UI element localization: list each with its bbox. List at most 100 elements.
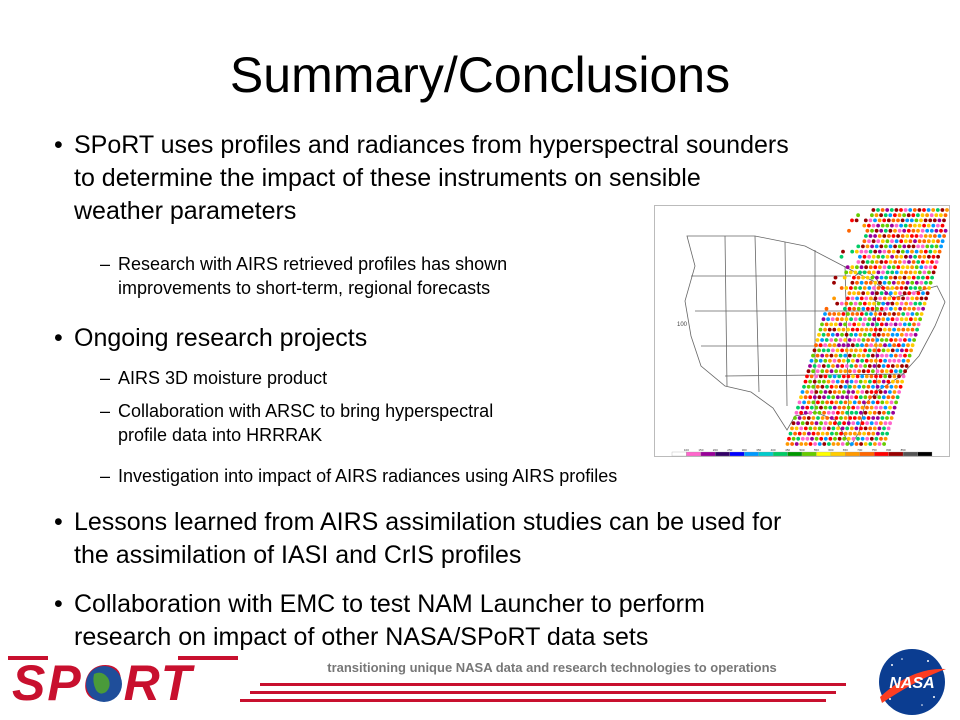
airs-retrieval-dot (927, 254, 931, 259)
airs-retrieval-dot (817, 379, 822, 384)
airs-retrieval-dot (887, 343, 892, 348)
airs-retrieval-dot (912, 338, 916, 342)
airs-retrieval-dot (862, 239, 867, 244)
airs-retrieval-dot (897, 244, 902, 249)
airs-retrieval-dot (820, 353, 825, 358)
airs-retrieval-dot (874, 421, 879, 426)
airs-retrieval-dot (858, 364, 863, 368)
airs-retrieval-dot (880, 353, 884, 358)
airs-retrieval-dot (848, 369, 852, 374)
airs-retrieval-dot (794, 410, 799, 415)
airs-retrieval-dot (928, 265, 933, 270)
airs-retrieval-dot (854, 395, 859, 400)
airs-retrieval-dot (809, 374, 814, 379)
airs-retrieval-dot (859, 426, 863, 431)
airs-retrieval-dot (852, 275, 856, 280)
airs-retrieval-dot (907, 275, 911, 280)
colorbar-tick-label: 100 (684, 448, 689, 452)
airs-retrieval-dot (806, 400, 811, 405)
airs-retrieval-dot (896, 234, 900, 238)
airs-retrieval-dot (915, 327, 919, 332)
airs-retrieval-dot (934, 228, 939, 233)
airs-retrieval-dot (904, 301, 909, 306)
airs-retrieval-dot (860, 421, 865, 426)
airs-retrieval-dot (911, 244, 916, 249)
airs-retrieval-dot (889, 369, 894, 374)
airs-retrieval-dot (881, 332, 886, 337)
airs-retrieval-dot (814, 343, 818, 348)
airs-retrieval-dot (805, 436, 810, 441)
airs-retrieval-dot (850, 218, 854, 223)
airs-retrieval-dot (908, 254, 913, 259)
airs-retrieval-dot (880, 223, 885, 228)
airs-retrieval-dot (894, 208, 899, 212)
airs-retrieval-dot (818, 374, 823, 379)
airs-retrieval-dot (887, 312, 892, 316)
airs-retrieval-dot (855, 405, 860, 410)
airs-retrieval-dot (794, 442, 799, 446)
airs-retrieval-dot (802, 384, 806, 389)
airs-retrieval-dot (835, 317, 840, 322)
airs-retrieval-dot (840, 364, 845, 368)
airs-retrieval-dot (886, 348, 890, 353)
airs-retrieval-dot (835, 332, 840, 337)
airs-retrieval-dot (905, 234, 910, 238)
airs-retrieval-dot (887, 265, 891, 270)
airs-retrieval-dot (882, 426, 886, 431)
airs-retrieval-dot (872, 410, 877, 415)
airs-retrieval-dot (889, 322, 893, 327)
map-background (655, 206, 949, 456)
airs-retrieval-dot (826, 348, 831, 353)
airs-retrieval-dot (858, 317, 863, 322)
airs-retrieval-dot (825, 384, 829, 389)
airs-retrieval-dot (817, 348, 821, 353)
bullet-1: • SPoRT uses profiles and radiances from… (54, 129, 789, 228)
airs-retrieval-dot (820, 431, 825, 436)
airs-retrieval-dot (839, 286, 844, 290)
airs-retrieval-dot (866, 369, 871, 374)
airs-retrieval-dot (833, 275, 838, 280)
airs-retrieval-dot (870, 228, 874, 233)
airs-retrieval-dot (808, 395, 813, 400)
sub-bullet-2-2-line-1: Collaboration with ARSC to bring hypersp… (118, 401, 494, 421)
airs-retrieval-dot (888, 405, 892, 410)
airs-retrieval-dot (873, 234, 877, 238)
airs-retrieval-dot (819, 421, 823, 426)
airs-retrieval-dot (889, 400, 894, 405)
airs-retrieval-dot (876, 431, 880, 436)
airs-retrieval-dot (868, 442, 873, 446)
airs-retrieval-dot (819, 390, 823, 394)
airs-retrieval-dot (895, 286, 899, 290)
airs-retrieval-dot (827, 327, 832, 332)
colorbar-swatch (671, 451, 687, 457)
airs-retrieval-dot (919, 312, 924, 316)
airs-retrieval-dot (794, 426, 799, 431)
airs-retrieval-dot (822, 426, 827, 431)
airs-retrieval-dot (875, 384, 880, 389)
airs-retrieval-dot (894, 270, 899, 275)
airs-retrieval-dot (799, 426, 804, 431)
airs-retrieval-dot (848, 400, 852, 405)
colorbar-tick-label: 300 (742, 448, 747, 452)
airs-retrieval-dot (913, 239, 917, 244)
airs-retrieval-dot (916, 275, 921, 280)
airs-retrieval-dot (823, 343, 828, 348)
airs-retrieval-dot (851, 405, 856, 410)
airs-retrieval-dot (878, 374, 883, 379)
airs-retrieval-dot (897, 260, 902, 264)
airs-retrieval-dot (928, 280, 933, 285)
airs-retrieval-dot (907, 353, 912, 358)
airs-retrieval-dot (865, 244, 870, 249)
airs-retrieval-dot (853, 270, 858, 275)
airs-retrieval-dot (832, 374, 837, 379)
airs-retrieval-dot (832, 390, 837, 394)
airs-retrieval-dot (904, 254, 908, 259)
airs-retrieval-dot (870, 338, 875, 342)
airs-retrieval-dot (814, 358, 818, 363)
airs-retrieval-dot (895, 301, 899, 306)
colorbar-tick-label: 200 (713, 448, 718, 452)
airs-retrieval-dot (883, 421, 888, 426)
airs-retrieval-dot (831, 410, 836, 415)
airs-retrieval-dot (865, 405, 869, 410)
airs-retrieval-dot (873, 265, 878, 270)
